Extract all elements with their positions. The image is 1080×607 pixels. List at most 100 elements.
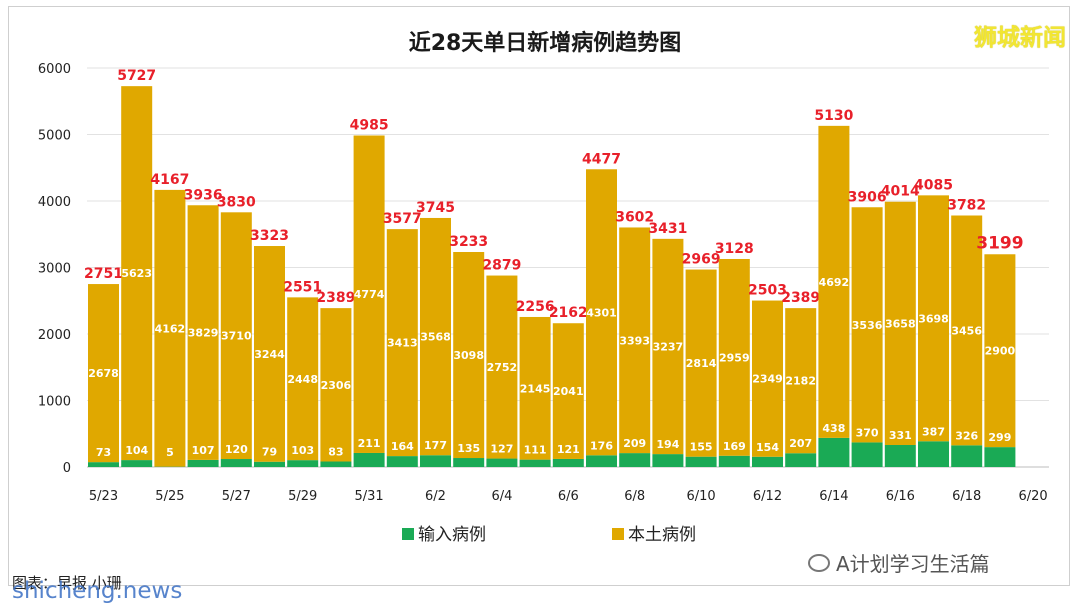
data-label-local: 4301 (586, 306, 617, 319)
bar-local (254, 246, 285, 462)
data-label-imported: 209 (623, 437, 646, 450)
x-tick-label: 5/29 (288, 489, 317, 504)
data-label-total: 4014 (881, 184, 920, 200)
data-label-total: 3782 (947, 197, 986, 213)
bar-imported (685, 456, 717, 467)
data-label-total: 3745 (416, 200, 455, 216)
data-label-total: 5727 (117, 68, 156, 84)
y-tick-label: 2000 (38, 328, 71, 343)
chart-caption: 图表：早报 小珊 (12, 574, 122, 592)
site-watermark: shicheng.news (12, 578, 183, 604)
data-label-local: 4774 (354, 288, 385, 301)
data-label-local: 3710 (221, 330, 252, 343)
x-tick-label: 6/8 (624, 489, 645, 504)
data-label-local: 2041 (553, 385, 584, 398)
bar-imported (353, 452, 385, 467)
x-axis: 5/23 5/25 5/27 5/29 5/31 6/2 6/4 6/6 6/8 6/10 6/12… (89, 489, 1048, 504)
data-label-imported: 155 (690, 441, 713, 454)
data-label-imported: 79 (262, 446, 277, 459)
bar-imported (918, 441, 949, 467)
y-tick-label: 5000 (38, 129, 71, 144)
bar-imported (320, 461, 352, 467)
x-tick-label: 6/12 (753, 489, 782, 504)
bar-imported (951, 445, 983, 467)
y-axis: 0 1000 2000 3000 4000 5000 6000 (38, 62, 1049, 476)
x-tick-label: 5/23 (89, 489, 118, 504)
bar-imported (785, 453, 817, 467)
data-label-total: 2162 (549, 305, 588, 321)
bar-local (586, 169, 617, 456)
legend-label-imported: 输入病例 (418, 525, 486, 545)
bar-local (984, 254, 1016, 448)
data-label-local: 3536 (852, 319, 883, 332)
bar-local (652, 238, 684, 455)
data-label-local: 2814 (686, 357, 717, 370)
data-label-imported: 211 (358, 437, 381, 450)
data-label-total: 4085 (914, 177, 953, 193)
y-tick-label: 0 (63, 461, 71, 476)
bar-local (951, 215, 983, 446)
bar-imported (420, 455, 451, 467)
bar-local (154, 189, 186, 467)
data-label-total: 2879 (482, 258, 521, 274)
watermark: 狮城新闻 (974, 25, 1066, 51)
bar-local (718, 258, 750, 456)
data-label-total: 3577 (383, 211, 422, 227)
data-label-imported: 154 (756, 441, 779, 454)
bar-local (486, 275, 518, 459)
data-label-total: 3906 (848, 189, 887, 205)
data-label-total: 4477 (582, 151, 621, 167)
bar-imported (752, 456, 783, 467)
data-label-local: 2349 (752, 373, 783, 386)
x-tick-label: 6/20 (1018, 489, 1047, 504)
wechat-label: A计划学习生活篇 (836, 552, 990, 576)
data-label-total: 3128 (715, 241, 754, 257)
data-label-total: 2389 (781, 290, 820, 306)
legend-swatch-local (612, 528, 624, 540)
bar-local (851, 207, 883, 443)
data-label-imported: 121 (557, 443, 580, 456)
data-label-local: 3698 (918, 312, 949, 325)
data-label-total: 4167 (150, 172, 189, 188)
x-tick-label: 6/18 (952, 489, 981, 504)
bar-imported (619, 453, 651, 467)
chart-title: 近28天单日新增病例趋势图 (409, 30, 682, 56)
bar-local (121, 86, 153, 461)
x-tick-label: 6/2 (425, 489, 446, 504)
bar-imported (486, 458, 518, 467)
data-label-local: 2900 (985, 345, 1016, 358)
bar-local (918, 195, 949, 442)
bar-imported (818, 437, 850, 467)
bar-imported (652, 454, 684, 467)
data-label-local: 3829 (188, 327, 219, 340)
data-label-imported: 135 (457, 442, 480, 455)
bar-local (785, 308, 817, 454)
data-label-total: 3233 (449, 234, 488, 250)
x-tick-label: 6/6 (558, 489, 579, 504)
y-tick-label: 4000 (38, 195, 71, 210)
data-label-imported: 127 (490, 443, 513, 456)
data-label-imported: 207 (789, 437, 812, 450)
data-label-local: 3456 (951, 324, 982, 337)
x-tick-label: 5/27 (222, 489, 251, 504)
bar-local (453, 252, 485, 459)
chart-frame (8, 6, 1070, 586)
data-label-imported: 331 (889, 429, 912, 442)
data-label-local: 4162 (155, 322, 186, 335)
data-label-imported: 103 (291, 444, 314, 457)
data-label-imported: 5 (166, 446, 174, 459)
bar-local (187, 205, 219, 460)
y-tick-label: 6000 (38, 62, 71, 77)
data-label-total: 2551 (283, 279, 322, 295)
x-tick-label: 6/14 (819, 489, 848, 504)
bar-local (88, 284, 119, 463)
bar-local (884, 201, 916, 445)
data-label-local: 2678 (88, 367, 119, 380)
data-label-imported: 120 (225, 443, 248, 456)
data-label-total: 2256 (516, 299, 555, 315)
y-tick-label: 1000 (38, 395, 71, 410)
bar-local (552, 323, 584, 459)
bar-local (420, 217, 451, 456)
data-label-local: 3237 (653, 340, 684, 353)
data-label-total: 3431 (648, 221, 687, 237)
